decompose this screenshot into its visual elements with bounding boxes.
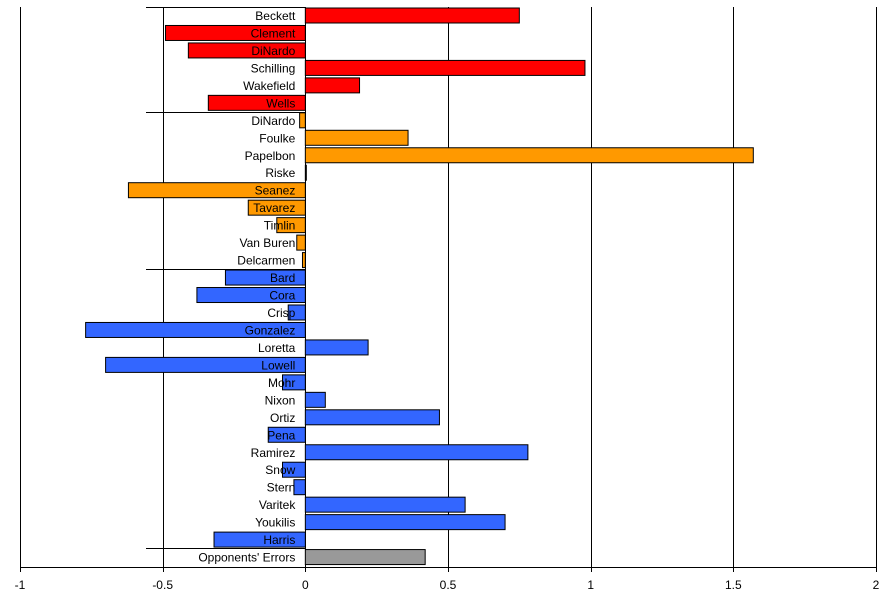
bar-17 <box>287 304 306 321</box>
category-label-22: Nixon <box>265 393 296 407</box>
category-label-29: Youkilis <box>255 516 295 530</box>
category-label-19: Loretta <box>258 341 296 355</box>
category-label-1: Clement <box>251 26 296 40</box>
bar-20 <box>105 356 306 373</box>
category-label-5: Wells <box>266 96 295 110</box>
category-label-17: Crisp <box>267 306 295 320</box>
bar-3 <box>304 59 586 76</box>
category-label-30: Harris <box>263 533 295 547</box>
category-label-8: Papelbon <box>245 149 296 163</box>
category-label-24: Pena <box>267 428 295 442</box>
category-label-7: Foulke <box>259 131 295 145</box>
category-labels: Beckett Clement DiNardo Schilling Wakefield W… <box>198 9 296 565</box>
category-label-27: Stern <box>267 481 296 495</box>
bar-26 <box>282 461 306 478</box>
bar-15 <box>224 269 306 286</box>
bar-10 <box>127 182 306 199</box>
x-tick-label-2: 0 <box>302 578 309 592</box>
bar-31 <box>304 549 426 566</box>
bar-21 <box>282 374 306 391</box>
bar-24 <box>267 426 306 443</box>
bar-8 <box>304 147 754 164</box>
x-tick-label-1: -0.5 <box>152 578 173 592</box>
gridlines <box>20 7 877 567</box>
bar-7 <box>304 129 409 146</box>
bar-12 <box>276 217 306 234</box>
category-label-13: Van Buren <box>240 236 296 250</box>
x-tick-label-4: 1 <box>587 578 594 592</box>
category-label-6: DiNardo <box>251 114 295 128</box>
bar-27 <box>293 479 306 496</box>
bar-16 <box>196 287 306 304</box>
bar-2 <box>187 42 306 59</box>
bar-19 <box>304 339 369 356</box>
bar-28 <box>304 496 466 513</box>
category-label-15: Bard <box>270 271 295 285</box>
bar-13 <box>296 234 306 251</box>
category-label-14: Delcarmen <box>237 254 295 268</box>
bar-18 <box>85 321 306 338</box>
category-label-21: Mohr <box>268 376 295 390</box>
category-label-0: Beckett <box>255 9 296 23</box>
category-label-26: Snow <box>265 463 295 477</box>
bar-25 <box>304 444 529 461</box>
category-label-28: Varitek <box>259 498 296 512</box>
x-tick-label-0: -1 <box>15 578 26 592</box>
bar-4 <box>304 77 361 94</box>
bar-1 <box>165 24 306 41</box>
category-label-20: Lowell <box>261 358 295 372</box>
category-label-18: Gonzalez <box>245 323 296 337</box>
bar-29 <box>304 514 506 531</box>
category-label-3: Schilling <box>251 61 296 75</box>
x-tick-label-5: 1.5 <box>725 578 742 592</box>
category-label-9: Riske <box>265 166 295 180</box>
category-label-4: Wakefield <box>243 79 295 93</box>
bar-9 <box>304 164 307 181</box>
category-label-2: DiNardo <box>251 44 295 58</box>
x-axis: -1 -0.5 0 0.5 1 1.5 2 <box>15 567 880 592</box>
category-label-11: Tavarez <box>253 201 295 215</box>
bar-22 <box>304 391 326 408</box>
bar-14 <box>301 252 306 269</box>
bar-5 <box>207 94 306 111</box>
bar-0 <box>304 7 520 24</box>
x-tick-label-6: 2 <box>873 578 880 592</box>
bar-23 <box>304 409 440 426</box>
category-label-10: Seanez <box>255 184 296 198</box>
bar-6 <box>299 112 306 129</box>
bar-11 <box>247 199 306 216</box>
category-label-31: Opponents' Errors <box>198 551 295 565</box>
bars <box>85 7 754 566</box>
category-label-25: Ramirez <box>251 446 296 460</box>
bar-30 <box>213 531 306 548</box>
category-label-12: Timlin <box>264 219 296 233</box>
x-tick-label-3: 0.5 <box>440 578 457 592</box>
category-label-16: Cora <box>269 289 295 303</box>
category-label-23: Ortiz <box>270 411 295 425</box>
